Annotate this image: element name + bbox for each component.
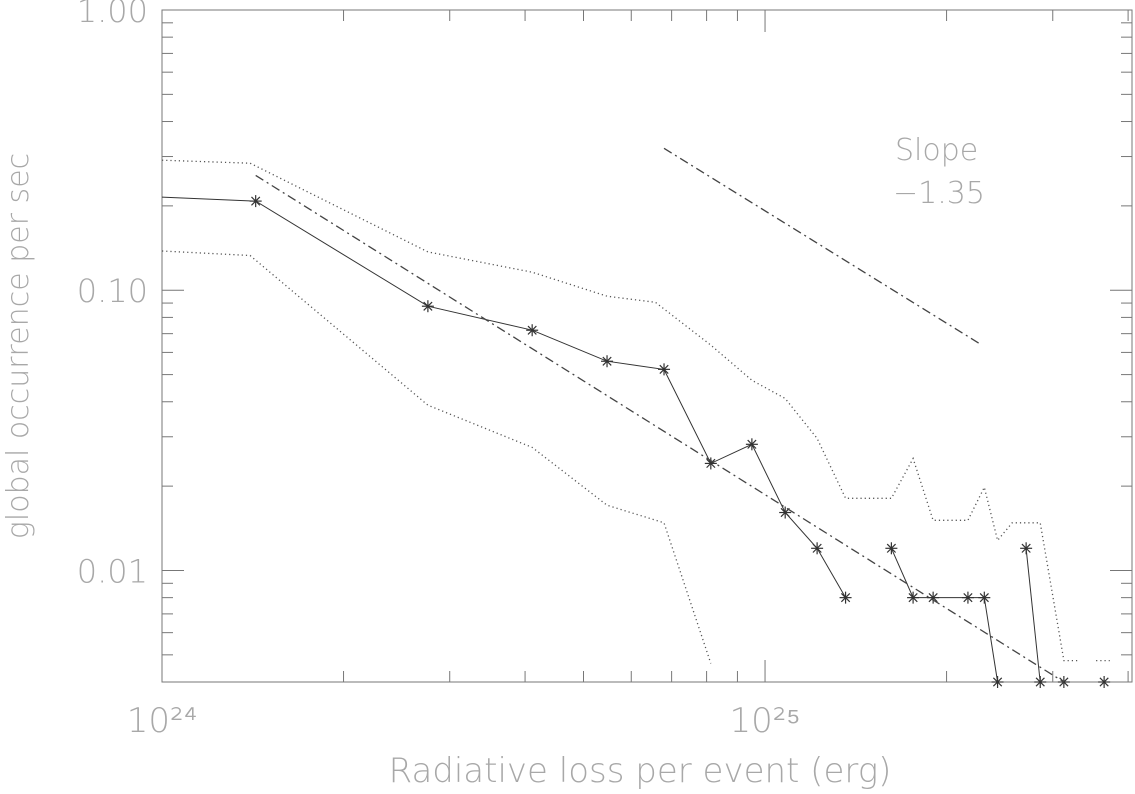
data-point <box>978 591 991 604</box>
marker-stroke <box>963 593 973 603</box>
series-line <box>1025 548 1041 683</box>
data-point <box>421 300 434 313</box>
data-point <box>658 363 671 376</box>
series-line <box>663 147 983 346</box>
marker-stroke <box>747 439 757 449</box>
data-point <box>927 591 940 604</box>
series-line <box>890 548 999 683</box>
marker-stroke <box>908 593 918 603</box>
marker-stroke <box>840 593 851 603</box>
plot-frame <box>161 9 1133 683</box>
data-point <box>991 676 1004 688</box>
marker-stroke <box>1035 677 1045 687</box>
series-line <box>161 250 712 664</box>
marker-stroke <box>928 593 938 603</box>
marker-stroke <box>706 458 716 469</box>
annotation: Slope <box>895 133 978 168</box>
marker-stroke <box>979 593 989 603</box>
y-axis-label: global occurrence per sec <box>1 153 36 539</box>
annotation: −1.35 <box>893 176 985 211</box>
y-tick-label: 0.01 <box>77 552 148 590</box>
data-point <box>907 591 920 604</box>
marker-stroke <box>251 196 261 206</box>
data-point <box>961 591 974 604</box>
series-line <box>161 159 1081 662</box>
marker-stroke <box>1021 543 1031 553</box>
marker-stroke <box>602 356 612 366</box>
y-tick-label: 1.00 <box>77 0 148 30</box>
marker-stroke <box>659 364 669 374</box>
data-point <box>1020 542 1033 555</box>
series-line <box>161 196 847 598</box>
data-point <box>704 457 717 470</box>
series-line <box>255 174 1065 683</box>
x-tick-label: 10²⁴ <box>127 701 198 741</box>
data-point <box>885 542 898 555</box>
x-tick-label: 10²⁵ <box>730 701 801 741</box>
data-point <box>839 591 852 604</box>
marker-stroke <box>527 325 537 335</box>
data-point <box>601 355 614 368</box>
marker-stroke <box>1099 677 1109 687</box>
y-tick-label: 0.10 <box>77 272 148 310</box>
x-axis-label: Radiative loss per event (erg) <box>389 751 892 791</box>
data-point <box>249 195 262 208</box>
marker-stroke <box>992 677 1003 687</box>
marker-stroke <box>812 543 822 553</box>
data-point <box>745 438 758 451</box>
data-point <box>526 324 539 337</box>
marker-stroke <box>423 301 433 311</box>
marker-stroke <box>886 543 897 553</box>
data-point <box>1034 676 1047 688</box>
data-point <box>1098 676 1111 688</box>
data-point <box>811 542 824 555</box>
